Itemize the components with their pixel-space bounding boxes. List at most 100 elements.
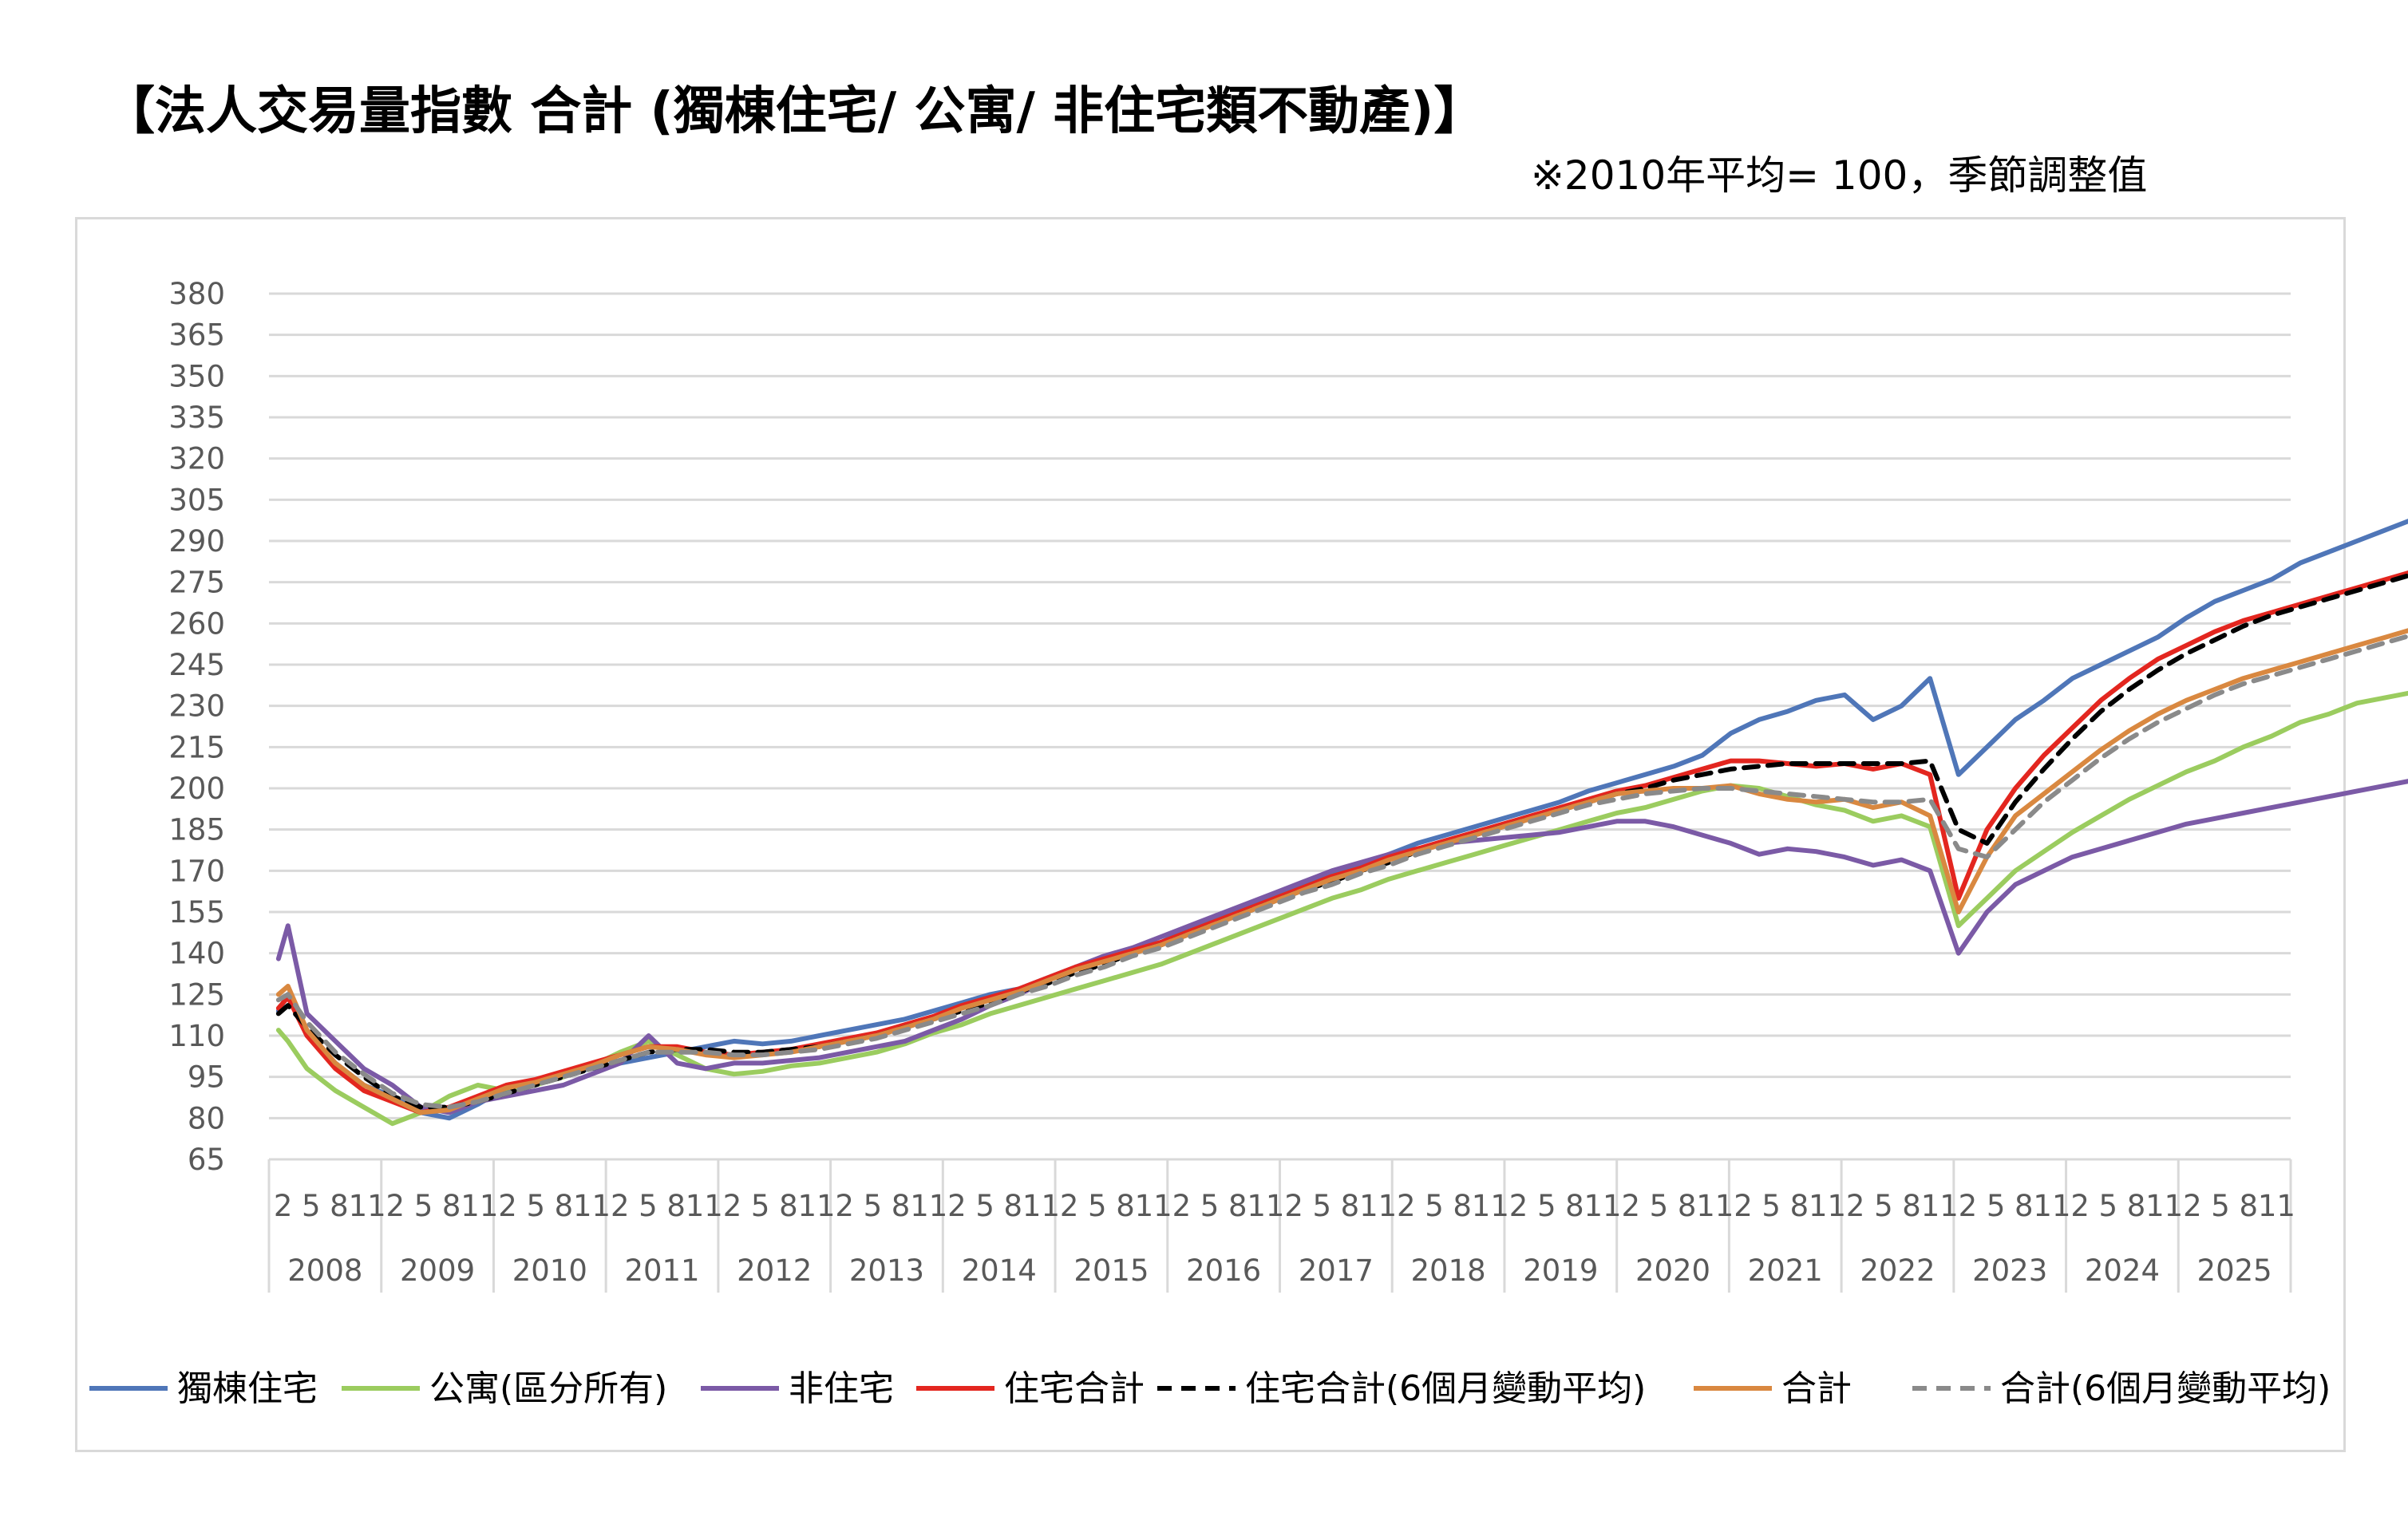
x-year-label: 2017 [1299, 1253, 1374, 1288]
x-month-label: 8 [666, 1189, 686, 1223]
x-month-label: 8 [1228, 1189, 1247, 1223]
x-month-label: 2 [1172, 1189, 1192, 1223]
y-tick-label: 140 [168, 937, 225, 971]
x-month-label: 5 [1762, 1189, 1781, 1223]
y-tick-label: 80 [188, 1101, 225, 1135]
x-year-label: 2022 [1860, 1253, 1935, 1288]
y-tick-label: 245 [168, 648, 225, 682]
x-month-label: 11 [1921, 1189, 1959, 1223]
x-month-label: 5 [526, 1189, 545, 1223]
x-month-label: 5 [1425, 1189, 1444, 1223]
x-month-label: 8 [1790, 1189, 1809, 1223]
chart-frame [75, 217, 2346, 1452]
x-month-label: 2 [1846, 1189, 1865, 1223]
x-month-label: 2 [835, 1189, 854, 1223]
x-month-label: 11 [1809, 1189, 1846, 1223]
x-month-label: 2 [274, 1189, 293, 1223]
x-month-label: 2 [947, 1189, 967, 1223]
x-year-label: 2015 [1074, 1253, 1149, 1288]
x-month-label: 2 [723, 1189, 742, 1223]
x-month-label: 8 [779, 1189, 798, 1223]
x-month-label: 5 [1312, 1189, 1331, 1223]
series-line [275, 779, 2408, 1115]
x-month-label: 5 [302, 1189, 321, 1223]
x-month-label: 2 [2070, 1189, 2090, 1223]
legend-label: 住宅合計 [1004, 1368, 1145, 1409]
x-year-label: 2019 [1523, 1253, 1598, 1288]
chart-note: ※2010年平均= 100，季節調整值 [1531, 152, 2148, 199]
x-month-label: 11 [349, 1189, 386, 1223]
y-axis: 65 80 95 110 125 140 155 170 185 200 215 230 245 260 2… [168, 277, 225, 1177]
x-month-label: 8 [892, 1189, 911, 1223]
x-month-label: 5 [414, 1189, 433, 1223]
x-month-label: 8 [1565, 1189, 1584, 1223]
x-month-label: 11 [2145, 1189, 2183, 1223]
x-month-label: 2 [386, 1189, 405, 1223]
y-tick-label: 365 [168, 318, 225, 353]
x-month-label: 11 [1584, 1189, 1622, 1223]
x-month-label: 11 [910, 1189, 947, 1223]
x-year-label: 2013 [849, 1253, 924, 1288]
legend-label: 獨棟住宅 [177, 1368, 318, 1409]
x-year-label: 2024 [2085, 1253, 2160, 1288]
x-month-label: 5 [1874, 1189, 1893, 1223]
x-year-label: 2020 [1635, 1253, 1710, 1288]
x-month-label: 5 [975, 1189, 994, 1223]
x-year-label: 2023 [1972, 1253, 2047, 1288]
x-month-label: 2 [1284, 1189, 1303, 1223]
x-month-label: 11 [1135, 1189, 1172, 1223]
y-tick-label: 200 [168, 772, 225, 806]
x-month-label: 8 [1004, 1189, 1023, 1223]
x-month-label: 11 [2033, 1189, 2070, 1223]
y-tick-label: 185 [168, 813, 225, 847]
x-year-label: 2014 [962, 1253, 1037, 1288]
y-tick-label: 170 [168, 854, 225, 888]
x-month-label: 11 [1359, 1189, 1397, 1223]
y-tick-label: 125 [168, 977, 225, 1012]
y-tick-label: 260 [168, 606, 225, 641]
x-month-label: 11 [573, 1189, 611, 1223]
x-month-label: 5 [751, 1189, 770, 1223]
x-year-label: 2018 [1410, 1253, 1485, 1288]
x-month-label: 8 [442, 1189, 461, 1223]
x-month-label: 8 [2127, 1189, 2146, 1223]
x-year-label: 2012 [737, 1253, 812, 1288]
x-month-label: 5 [864, 1189, 883, 1223]
y-tick-label: 65 [188, 1143, 225, 1177]
x-year-label: 2010 [512, 1253, 587, 1288]
series-line [275, 634, 2408, 1110]
x-month-label: 8 [330, 1189, 349, 1223]
x-month-label: 11 [797, 1189, 835, 1223]
x-month-label: 5 [1650, 1189, 1669, 1223]
x-month-label: 8 [555, 1189, 574, 1223]
x-month-label: 2 [1060, 1189, 1079, 1223]
x-year-label: 2009 [400, 1253, 475, 1288]
y-tick-label: 320 [168, 442, 225, 476]
legend-label: 非住宅 [789, 1368, 894, 1409]
x-month-label: 5 [1987, 1189, 2006, 1223]
x-month-label: 2 [1734, 1189, 1753, 1223]
x-month-label: 5 [2211, 1189, 2230, 1223]
x-month-label: 5 [1537, 1189, 1556, 1223]
x-month-label: 2 [611, 1189, 630, 1223]
x-month-label: 5 [1088, 1189, 1107, 1223]
y-tick-label: 110 [168, 1019, 225, 1053]
x-month-label: 8 [1341, 1189, 1360, 1223]
x-month-label: 11 [461, 1189, 498, 1223]
x-month-label: 8 [1453, 1189, 1472, 1223]
x-year-label: 2016 [1186, 1253, 1261, 1288]
x-month-label: 11 [1022, 1189, 1060, 1223]
x-month-label: 8 [1678, 1189, 1697, 1223]
x-year-label: 2025 [2197, 1253, 2272, 1288]
x-month-label: 2 [2183, 1189, 2202, 1223]
series-line [275, 570, 2408, 1115]
x-month-label: 11 [686, 1189, 723, 1223]
x-month-label: 8 [2239, 1189, 2258, 1223]
y-tick-label: 290 [168, 524, 225, 559]
series-line [275, 519, 2408, 1121]
x-year-label: 2008 [287, 1253, 362, 1288]
grid-lines [269, 292, 2291, 1161]
y-tick-label: 350 [168, 359, 225, 393]
y-tick-label: 380 [168, 277, 225, 311]
